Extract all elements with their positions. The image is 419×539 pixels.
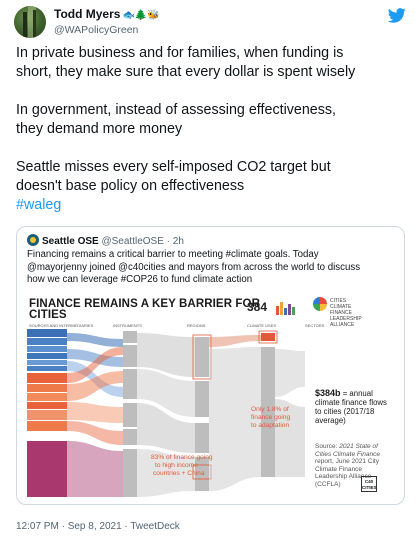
infographic-title: FINANCE REMAINS A KEY BARRIER FOR CITIES [29,298,260,321]
source-rest: report, June 2021 City Climate Finance L… [315,458,379,488]
author-emoji: 🐟🌲🐝 [122,10,160,21]
tweet-header: Todd Myers 🐟🌲🐝 @WAPolicyGreen [14,6,406,40]
author-handle[interactable]: @WAPolicyGreen [54,24,139,36]
tweet-text: In private business and for families, wh… [16,44,408,215]
column-header: CLIMATE USES [247,323,277,328]
annotation-income-line3: countries + China [153,470,205,477]
twitter-bird-icon[interactable] [388,8,406,23]
source-citation: Source: 2021 State of Cities Climate Fin… [315,443,395,489]
author-avatar[interactable] [14,6,46,38]
infographic-big-number: 384 [247,300,268,314]
ccfla-logo-text: CITIES CLIMATE FINANCE LEADERSHIP ALLIAN… [330,298,362,328]
stat-bold: $384b [315,388,341,398]
sankey-diagram: Only 1.8% of finance going to adaptation… [27,329,305,497]
region-node [195,337,209,377]
region-node [195,457,209,491]
tweet-line: In private business and for families, wh… [16,45,344,61]
source-node [27,346,67,352]
column-header: INSTRUMENTS [113,323,142,328]
annotation-adaptation-line1: Only 1.8% of [251,406,289,413]
instrument-node [123,429,137,445]
tweet-line: they demand more money [16,121,183,137]
climate-use-node [261,333,275,341]
ccfla-logo-icon [313,297,327,311]
source-label: Source: [315,443,340,450]
quoted-tweet[interactable]: Seattle OSE @SeattleOSE · 2h Financing r… [16,226,405,505]
annotation-adaptation-line2: finance going [251,414,291,421]
source-title: 2021 State of Cities Climate Finance [315,443,381,458]
source-node [27,353,67,359]
instrument-node [123,345,137,367]
finance-infographic-image[interactable]: FINANCE REMAINS A KEY BARRIER FOR CITIES… [25,293,397,501]
tweet-line: short, they make sure that every dollar … [16,64,356,80]
column-header: REGIONS [187,323,206,328]
instrument-node [123,369,137,399]
column-header: SOURCES AND INTERMEDIARIES [29,323,94,328]
region-node [195,423,209,453]
source-node [27,402,67,409]
climate-use-node [261,347,275,477]
quoted-line: how we can leverage #COP26 to fund clima… [27,274,253,285]
source-node [27,441,67,497]
author-name-text[interactable]: Todd Myers [54,7,121,21]
infographic-title-line: FINANCE REMAINS A KEY BARRIER FOR [29,298,260,310]
quoted-time[interactable]: · 2h [166,236,184,247]
region-node [195,381,209,417]
tweet-timestamp[interactable]: 12:07 PM · Sep 8, 2021 · TweetDeck [16,521,180,532]
source-node [27,393,67,401]
infographic-title-line: CITIES [29,309,67,321]
source-node [27,366,67,371]
tweet-line: Seattle misses every self-imposed CO2 ta… [16,159,331,175]
annotation-income-line1: 83% of finance going [151,454,213,461]
source-node [27,421,67,431]
annotation-income-line2: to high income [155,462,198,469]
quoted-header: Seattle OSE @SeattleOSE · 2h [27,234,184,248]
author-names: Todd Myers 🐟🌲🐝 @WAPolicyGreen [54,7,160,37]
author-display-name[interactable]: Todd Myers 🐟🌲🐝 [54,7,160,23]
instrument-node [123,331,137,343]
source-node [27,410,67,420]
tweet-line: In government, instead of assessing effe… [16,102,337,118]
source-node [27,384,67,392]
instrument-node [123,403,137,427]
quoted-text: Financing remains a critical barrier to … [27,249,399,287]
cities-graphic-icon [276,302,295,315]
column-header: SECTORS [305,323,325,328]
stat-rest: = annual climate finance flows to cities… [315,389,387,425]
annotation-adaptation-line3: to adaptation [251,422,289,429]
source-node [27,329,67,337]
source-node [27,373,67,383]
quoted-name[interactable]: Seattle OSE [42,236,99,247]
c40-logo: C40 CITIES [361,476,377,492]
quoted-line: @mayorjenny joined @c40cities and mayors… [27,261,361,273]
hashtag-link[interactable]: #waleg [16,197,62,213]
stat-text: $384b = annual climate finance flows to … [315,388,395,426]
quoted-handle[interactable]: @SeattleOSE [101,236,164,247]
source-node [27,338,67,345]
instrument-node [123,449,137,497]
quoted-line: Financing remains a critical barrier to … [27,249,319,260]
tweet-line: doesn't base policy on effectiveness [16,178,245,194]
source-node [27,360,67,365]
quoted-avatar[interactable] [27,234,39,246]
